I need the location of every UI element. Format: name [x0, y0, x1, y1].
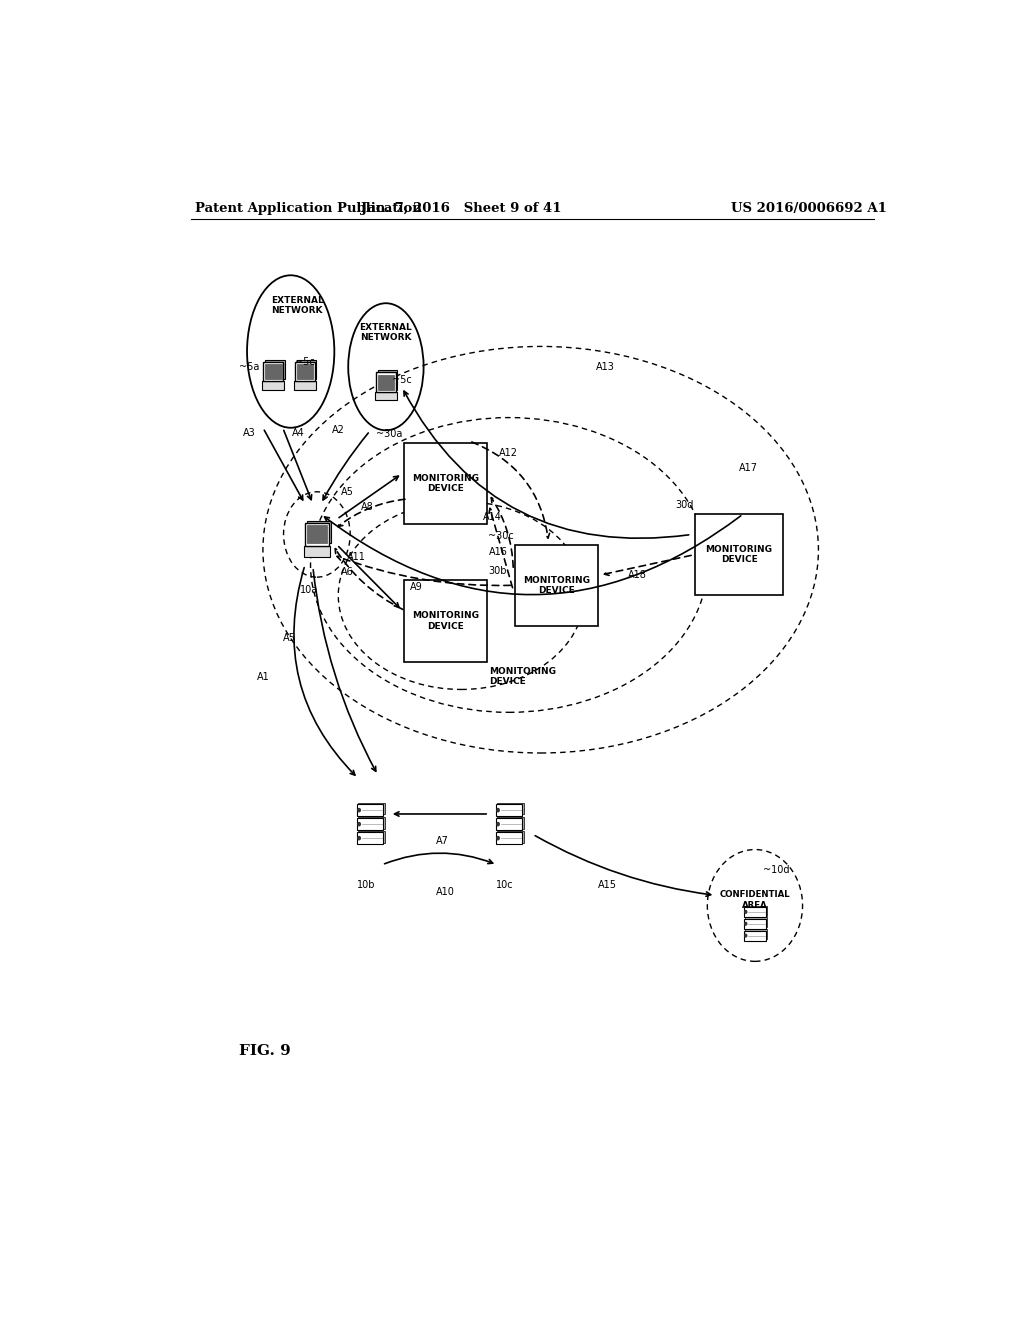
Text: A14: A14 — [482, 512, 502, 523]
Text: ~5c: ~5c — [295, 356, 314, 367]
Bar — [304, 546, 330, 557]
Circle shape — [744, 911, 746, 913]
Bar — [744, 929, 767, 940]
Bar — [496, 832, 522, 843]
Circle shape — [744, 935, 746, 937]
Text: ~10d: ~10d — [763, 865, 790, 875]
Text: FIG. 9: FIG. 9 — [240, 1044, 291, 1057]
Bar — [305, 523, 329, 546]
Bar — [265, 360, 285, 379]
Bar — [378, 371, 397, 389]
Circle shape — [497, 837, 500, 840]
Text: A15: A15 — [598, 880, 616, 890]
Bar — [262, 381, 284, 391]
Text: A13: A13 — [596, 362, 615, 372]
Circle shape — [357, 837, 360, 840]
Bar — [357, 830, 385, 842]
Text: A8: A8 — [360, 502, 374, 512]
Text: A16: A16 — [489, 546, 508, 557]
Bar — [357, 817, 385, 829]
Bar — [263, 362, 284, 381]
Bar — [496, 804, 522, 816]
Text: 10b: 10b — [356, 880, 376, 890]
Text: A5: A5 — [283, 634, 296, 643]
Bar — [496, 818, 522, 830]
Bar — [357, 803, 385, 814]
Bar — [375, 392, 397, 400]
Bar — [695, 515, 782, 595]
Text: MONITORING
DEVICE: MONITORING DEVICE — [706, 545, 772, 565]
Circle shape — [497, 822, 500, 826]
Circle shape — [357, 822, 360, 826]
Bar — [307, 520, 331, 544]
Text: A7: A7 — [436, 837, 449, 846]
Text: EXTERNAL
NETWORK: EXTERNAL NETWORK — [359, 323, 413, 342]
Bar — [307, 525, 327, 544]
Text: A10: A10 — [436, 887, 455, 898]
Text: A2: A2 — [332, 425, 345, 434]
Text: A6: A6 — [341, 568, 353, 577]
Circle shape — [357, 809, 360, 812]
Text: CONFIDENTIAL
AREA: CONFIDENTIAL AREA — [720, 890, 791, 909]
Bar — [297, 364, 313, 379]
Bar — [497, 803, 523, 814]
Text: ~5a: ~5a — [239, 362, 259, 372]
Text: ~30c: ~30c — [487, 531, 513, 541]
Text: MONITORING
DEVICE: MONITORING DEVICE — [412, 474, 479, 494]
Bar — [295, 362, 315, 381]
Text: A5: A5 — [341, 487, 353, 496]
Text: ~30a: ~30a — [376, 429, 402, 440]
Text: A11: A11 — [347, 552, 366, 562]
Bar — [294, 381, 315, 391]
Bar — [743, 907, 766, 917]
Text: 10a: 10a — [300, 585, 318, 595]
Text: Jan. 7, 2016   Sheet 9 of 41: Jan. 7, 2016 Sheet 9 of 41 — [361, 202, 561, 215]
Text: ~5c: ~5c — [392, 375, 412, 385]
Bar — [265, 364, 282, 379]
Text: A1: A1 — [257, 672, 269, 681]
Bar — [356, 804, 383, 816]
Bar — [297, 360, 316, 379]
Bar — [403, 581, 487, 661]
Text: US 2016/0006692 A1: US 2016/0006692 A1 — [731, 202, 887, 215]
Text: Patent Application Publication: Patent Application Publication — [196, 202, 422, 215]
Bar — [497, 817, 523, 829]
Text: 10c: 10c — [497, 880, 514, 890]
Bar — [744, 906, 767, 916]
Bar — [356, 818, 383, 830]
Text: 30b: 30b — [488, 566, 507, 576]
Text: A9: A9 — [410, 582, 423, 593]
Bar — [356, 832, 383, 843]
Bar — [497, 830, 523, 842]
Bar — [743, 931, 766, 941]
Text: A4: A4 — [292, 428, 305, 438]
Text: MONITORING
DEVICE: MONITORING DEVICE — [488, 667, 556, 686]
Bar — [403, 444, 487, 524]
Text: EXTERNAL
NETWORK: EXTERNAL NETWORK — [270, 296, 324, 315]
Text: A18: A18 — [628, 570, 647, 579]
Bar — [515, 545, 598, 626]
Bar — [376, 372, 396, 392]
Text: A17: A17 — [739, 463, 758, 474]
Text: MONITORING
DEVICE: MONITORING DEVICE — [412, 611, 479, 631]
Text: 30d: 30d — [676, 500, 694, 510]
Text: A12: A12 — [500, 449, 518, 458]
Text: A3: A3 — [243, 428, 256, 438]
Bar — [743, 919, 766, 929]
Text: MONITORING
DEVICE: MONITORING DEVICE — [523, 576, 590, 595]
Bar — [744, 917, 767, 928]
Bar — [378, 375, 394, 389]
Circle shape — [744, 923, 746, 925]
Circle shape — [497, 809, 500, 812]
